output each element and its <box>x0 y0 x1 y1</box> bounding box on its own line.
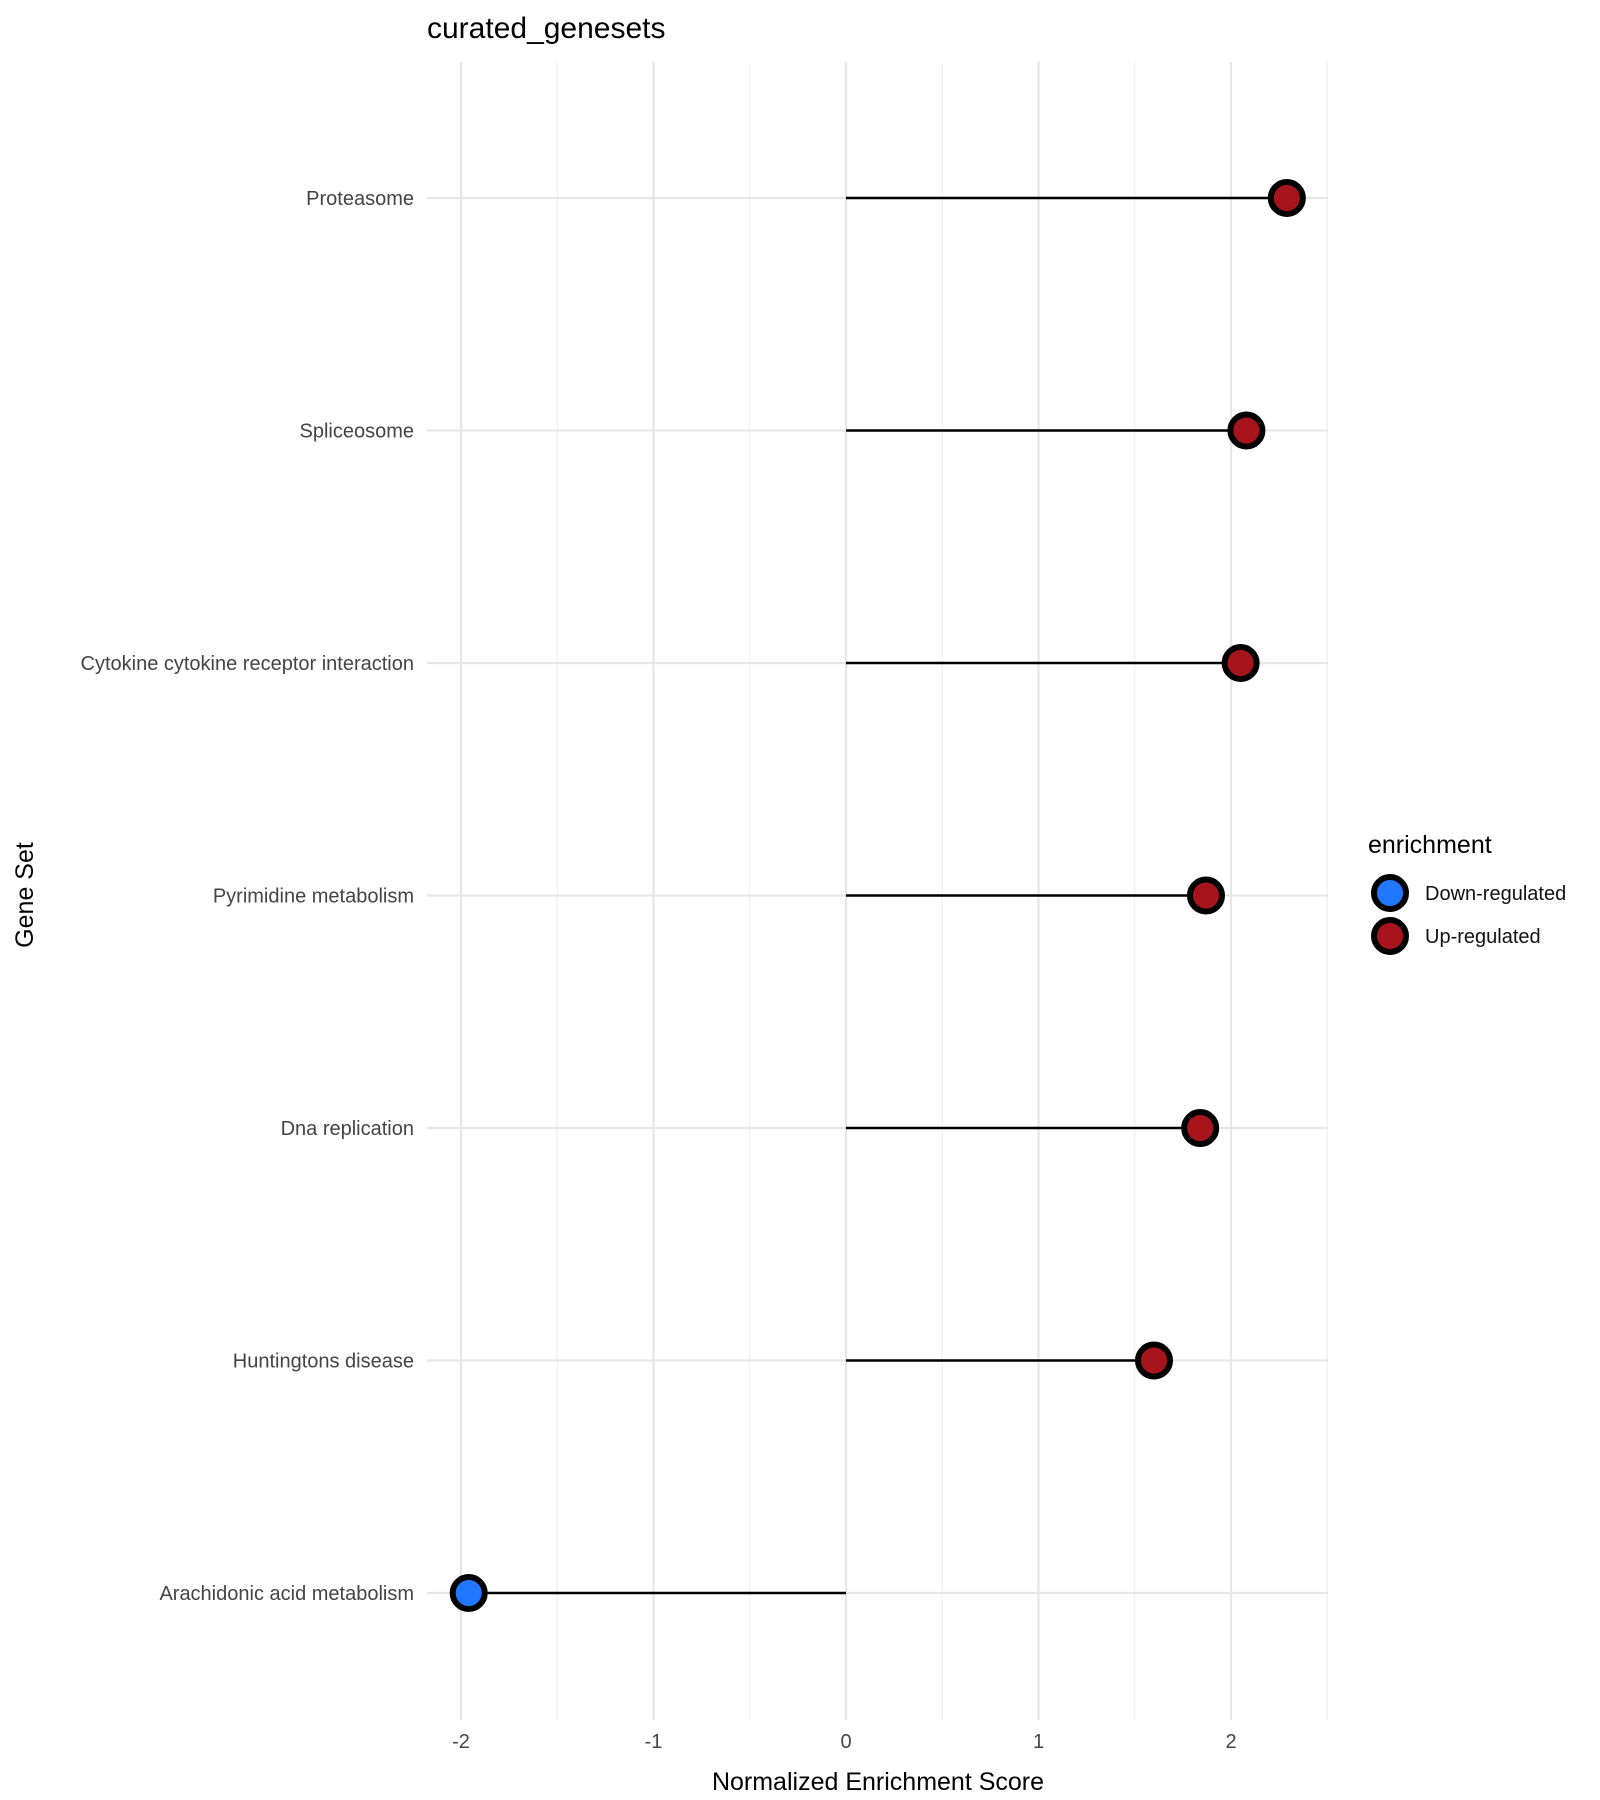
legend-entries: Down-regulated Up-regulated <box>1371 874 1566 955</box>
data-point <box>1267 179 1306 217</box>
y-tick-labels: Proteasome Spliceosome Cytokine cytokine r… <box>81 188 415 1605</box>
data-point <box>1135 1341 1173 1380</box>
legend-label: Down-regulated <box>1425 883 1566 905</box>
y-tick-label: Proteasome <box>306 188 414 210</box>
data-point <box>1227 411 1266 450</box>
legend: enrichment Down-regulated Up-regulated <box>1368 831 1566 955</box>
legend-label: Up-regulated <box>1425 926 1541 948</box>
stems <box>468 196 1287 1595</box>
x-tick-label: 0 <box>840 1731 851 1753</box>
points <box>449 179 1306 1612</box>
x-tick-label: -1 <box>645 1731 663 1753</box>
legend-key <box>1371 917 1409 955</box>
x-tick-label: 1 <box>1033 1731 1044 1753</box>
data-point <box>449 1574 488 1612</box>
x-axis-title: Normalized Enrichment Score <box>712 1768 1044 1796</box>
chart-title: curated_genesets <box>427 12 666 45</box>
y-tick-label: Pyrimidine metabolism <box>213 886 414 908</box>
x-tick-labels: -2 -1 0 1 2 <box>452 1731 1236 1753</box>
y-axis-title: Gene Set <box>11 842 39 948</box>
y-tick-label: Spliceosome <box>299 421 414 443</box>
data-point <box>1221 644 1260 682</box>
y-tick-label: Huntingtons disease <box>233 1351 414 1373</box>
data-point <box>1186 876 1225 915</box>
legend-key <box>1371 874 1409 912</box>
x-tick-label: -2 <box>452 1731 470 1753</box>
y-tick-label: Cytokine cytokine receptor interaction <box>81 653 415 675</box>
x-tick-label: 2 <box>1225 1731 1236 1753</box>
y-tick-label: Dna replication <box>281 1118 414 1140</box>
data-point <box>1181 1109 1220 1147</box>
y-tick-label: Arachidonic acid metabolism <box>159 1583 414 1605</box>
legend-title: enrichment <box>1368 831 1492 859</box>
